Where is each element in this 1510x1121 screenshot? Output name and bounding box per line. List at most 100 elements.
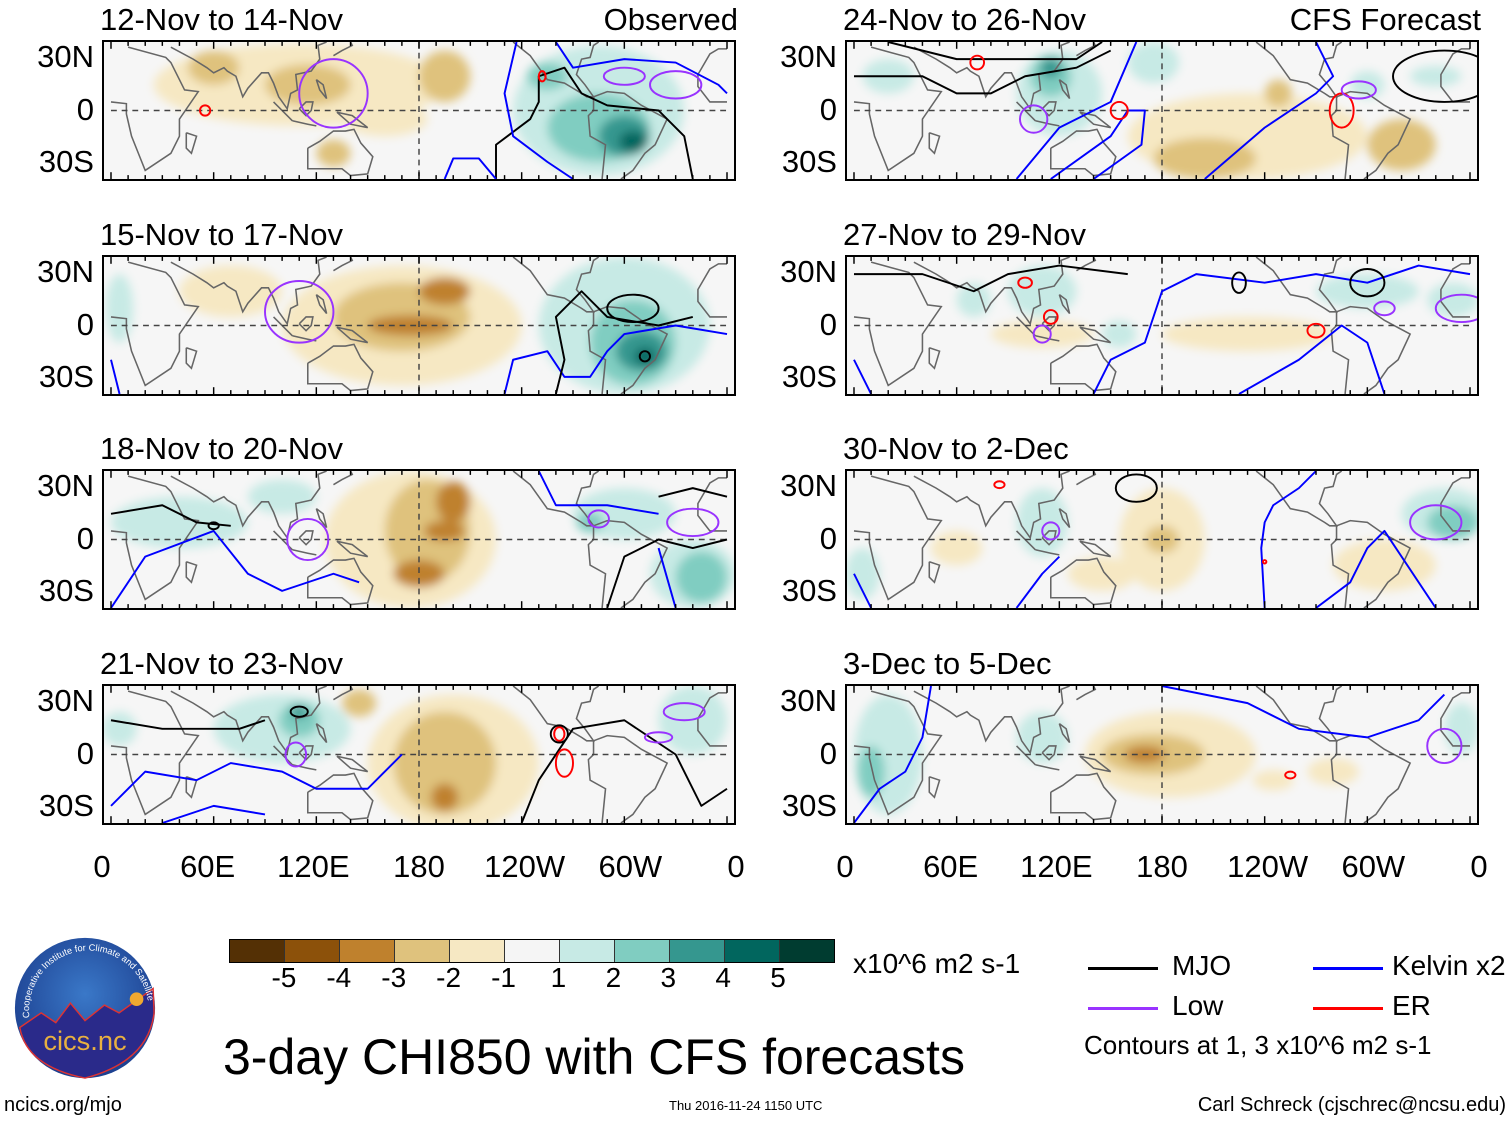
er-contour: [199, 104, 212, 117]
logo-text: cics.nc: [43, 1025, 126, 1056]
longitude-label: 0: [1470, 849, 1488, 884]
anomaly-shading: [634, 347, 656, 365]
kelvin-contour: [443, 157, 497, 179]
longitude-label: 60W: [598, 849, 663, 884]
coastline: [587, 311, 607, 394]
latitude-label: 30N: [780, 682, 837, 718]
anomaly-shading: [316, 139, 351, 168]
anomaly-shading: [990, 320, 1094, 348]
colorbar-label: 3: [660, 962, 677, 993]
coastline: [587, 96, 607, 179]
anomaly-shading: [1367, 119, 1436, 171]
latitude-label: 0: [819, 306, 837, 342]
colorbar-label: 1: [550, 962, 567, 993]
panel-date-range: 24-Nov to 26-Nov: [843, 2, 1086, 37]
coastline: [306, 557, 374, 606]
low-contour: [1340, 80, 1377, 100]
coastline: [1058, 508, 1071, 528]
coastline: [928, 347, 941, 370]
kelvin-contour: [1161, 686, 1446, 739]
anomaly-shading: [1040, 57, 1062, 78]
coastline: [1079, 326, 1112, 344]
legend-line-kelvin: [1313, 967, 1383, 970]
coastline: [1016, 316, 1036, 337]
anomaly-shading: [1016, 711, 1068, 764]
coastline: [512, 257, 600, 313]
anomaly-shading: [1127, 42, 1180, 84]
coastline: [185, 347, 198, 370]
colorbar-swatch: [450, 940, 505, 962]
map-canvas: [845, 684, 1479, 825]
anomaly-shading: [341, 689, 377, 717]
longitude-label: 0: [836, 849, 854, 884]
legend-line-low: [1088, 1007, 1158, 1010]
coastline: [1330, 96, 1350, 179]
coastline: [1076, 42, 1097, 57]
colorbar-label: 2: [605, 962, 622, 993]
coastline: [1041, 101, 1057, 117]
latitude-label: 0: [76, 306, 94, 342]
coastline: [853, 690, 943, 816]
coastline: [306, 343, 374, 392]
coastline: [587, 740, 607, 823]
coastline: [853, 46, 943, 172]
panel-date-range: 30-Nov to 2-Dec: [843, 431, 1069, 466]
panel-date-range: 21-Nov to 23-Nov: [100, 646, 343, 681]
low-contour: [649, 70, 703, 100]
coastline: [1255, 42, 1343, 98]
mountains-icon: [18, 987, 155, 1079]
panel-source-label: CFS Forecast: [1289, 2, 1481, 37]
coastline: [1035, 335, 1060, 342]
coastline: [697, 263, 728, 318]
panel-date-range: 15-Nov to 17-Nov: [100, 217, 343, 252]
colorbar-swatch: [615, 940, 670, 962]
latitude-label: 0: [819, 91, 837, 127]
coastline: [1336, 305, 1412, 394]
latitude-label: 30N: [37, 253, 94, 289]
latitude-label: 30N: [780, 38, 837, 74]
coastline: [1049, 772, 1117, 821]
coastline: [110, 690, 200, 816]
coastline: [1336, 90, 1412, 179]
colorbar-swatch: [285, 940, 340, 962]
coastline: [1049, 128, 1117, 177]
latitude-label: 30S: [781, 573, 837, 609]
coastline: [1440, 477, 1471, 532]
site-link[interactable]: ncics.org/mjo: [4, 1094, 122, 1116]
coastline: [1016, 101, 1036, 122]
coastline: [333, 257, 354, 272]
coastline: [697, 477, 728, 532]
kelvin-contour: [110, 753, 403, 807]
map-canvas: [845, 469, 1479, 610]
kelvin-contour: [1092, 264, 1471, 394]
kelvin-contour: [1260, 471, 1317, 608]
low-contour: [264, 280, 335, 344]
coastline: [1041, 745, 1057, 761]
er-contour: [553, 726, 566, 742]
coastline: [1079, 111, 1112, 129]
coastline: [315, 79, 328, 99]
coastline: [1016, 745, 1036, 766]
coastline: [913, 471, 1070, 540]
low-contour: [1373, 300, 1396, 317]
er-contour: [554, 748, 574, 778]
coastline: [185, 132, 198, 155]
colorbar-label: -3: [381, 962, 407, 993]
anomaly-shading: [1264, 79, 1293, 108]
anomaly-shading: [956, 282, 991, 317]
mjo-contour: [1114, 473, 1158, 503]
low-contour: [643, 731, 674, 744]
latitude-label: 30S: [38, 788, 94, 824]
longitude-label: 120E: [277, 849, 350, 884]
latitude-label: 0: [76, 520, 94, 556]
coastline: [1330, 740, 1350, 823]
mjo-contour: [887, 42, 1103, 61]
mjo-contour: [110, 719, 266, 730]
longitude-label: 180: [1136, 849, 1188, 884]
coastline: [1049, 557, 1117, 606]
map-panel: 27-Nov to 29-Nov: [843, 217, 1479, 396]
low-contour: [1434, 293, 1477, 324]
mjo-contour: [853, 264, 1128, 293]
kelvin-contour: [853, 359, 872, 394]
